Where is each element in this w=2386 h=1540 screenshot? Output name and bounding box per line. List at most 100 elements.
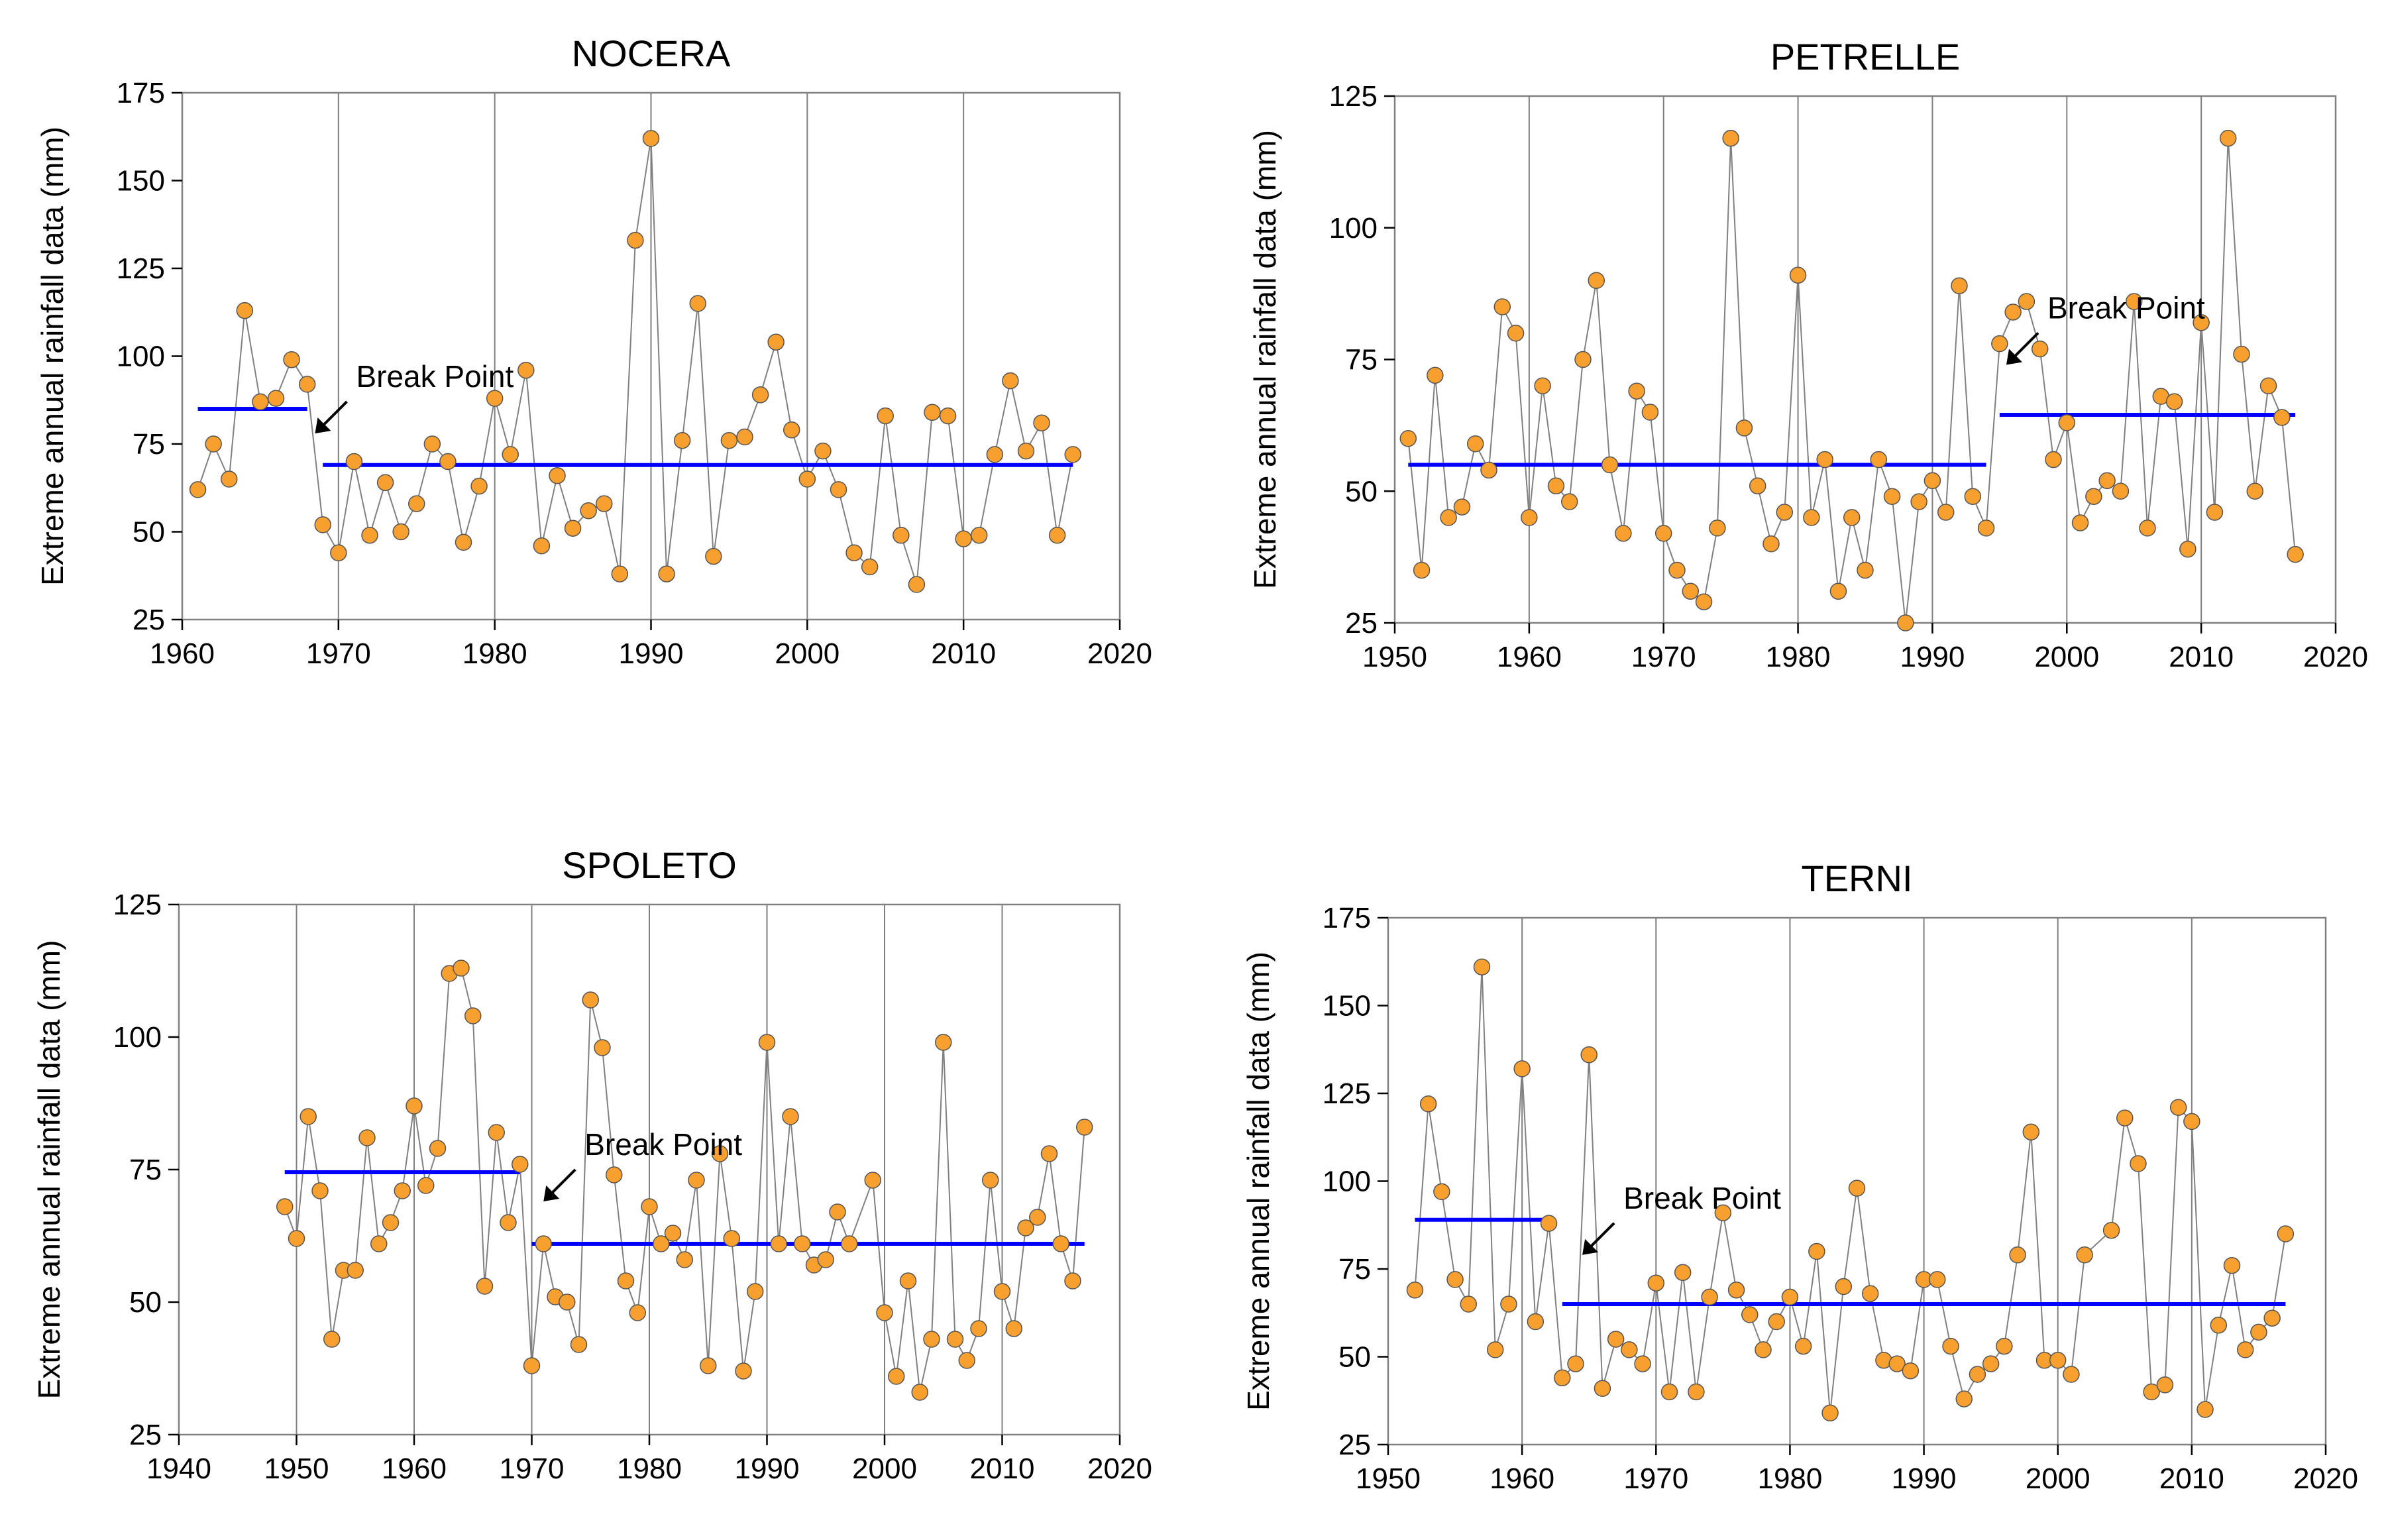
- data-point: [2045, 451, 2062, 468]
- x-tick-label: 2000: [2026, 1462, 2090, 1495]
- data-point: [888, 1368, 905, 1385]
- data-point: [299, 1108, 317, 1125]
- chart-title: PETRELLE: [1770, 36, 1960, 78]
- data-point: [2063, 1366, 2080, 1383]
- data-point: [1453, 498, 1471, 516]
- data-point: [711, 1145, 729, 1162]
- data-point: [1749, 477, 1766, 495]
- data-point: [1040, 1145, 1058, 1162]
- data-point: [276, 1198, 294, 1215]
- data-point: [423, 435, 441, 453]
- data-point: [2004, 303, 2022, 321]
- data-point: [1554, 1369, 1571, 1387]
- data-point: [1634, 1355, 1651, 1372]
- data-point: [2183, 1113, 2200, 1130]
- data-point: [2246, 482, 2264, 500]
- data-point: [2263, 1309, 2281, 1327]
- y-tick-label: 75: [129, 1154, 162, 1186]
- data-point: [1594, 1380, 1611, 1397]
- data-point: [2259, 377, 2277, 394]
- data-point: [955, 530, 972, 547]
- x-tick-label: 1960: [382, 1453, 447, 1485]
- data-point: [2233, 345, 2250, 363]
- data-point: [1883, 488, 1901, 505]
- data-point: [455, 533, 472, 551]
- data-point: [1816, 451, 1833, 468]
- data-point: [298, 376, 316, 393]
- data-point: [570, 1336, 588, 1353]
- data-point: [1048, 527, 1066, 544]
- data-point: [641, 1198, 658, 1215]
- data-point: [1460, 1295, 1478, 1313]
- y-tick-label: 75: [1338, 1253, 1371, 1286]
- data-point: [1580, 1046, 1598, 1064]
- data-point: [876, 1304, 893, 1321]
- data-point: [1829, 582, 1847, 600]
- data-point: [1991, 335, 2008, 353]
- data-point: [893, 527, 910, 544]
- x-tick-label: 1970: [1631, 641, 1696, 673]
- x-tick-label: 1990: [1900, 641, 1965, 673]
- break-point-arrowhead: [2006, 349, 2022, 365]
- break-point-arrow: [1586, 1222, 1615, 1251]
- y-axis-label: Extreme annual rainfall data (mm): [1248, 130, 1282, 589]
- data-point: [1996, 1337, 2013, 1355]
- data-point: [1064, 1272, 1081, 1290]
- data-point: [1064, 446, 1081, 463]
- data-point: [1029, 1209, 1046, 1226]
- data-point: [1762, 535, 1780, 553]
- data-point: [747, 1283, 764, 1300]
- x-tick-label: 1990: [735, 1453, 800, 1485]
- data-point: [580, 502, 597, 520]
- y-tick-label: 125: [117, 252, 165, 285]
- data-point: [1781, 1288, 1799, 1306]
- data-point: [1835, 1278, 1853, 1295]
- y-tick-label: 175: [1323, 902, 1371, 934]
- chart-terni: 25 50 75 100 125 150 175 1950 1960 1970 1980 1990 20…: [1241, 857, 2358, 1495]
- data-point: [1695, 593, 1713, 610]
- plot-frame: [1393, 95, 2337, 624]
- y-tick-label: 100: [117, 341, 165, 373]
- data-point: [517, 361, 535, 379]
- y-tick-label: 125: [1323, 1077, 1371, 1110]
- break-point-arrow: [2010, 332, 2039, 360]
- data-point: [2116, 1109, 2134, 1127]
- data-point: [971, 527, 988, 544]
- x-tick-label: 1960: [150, 637, 215, 670]
- data-point: [596, 495, 613, 512]
- data-point: [382, 1214, 400, 1231]
- x-tick-label: 1980: [1757, 1462, 1822, 1495]
- data-point: [970, 1320, 987, 1337]
- data-point: [2206, 504, 2224, 521]
- data-point: [2071, 514, 2089, 531]
- data-point: [1803, 509, 1820, 526]
- x-tick-label: 2010: [931, 637, 996, 670]
- data-point: [1910, 493, 1927, 510]
- data-point: [1714, 1204, 1732, 1221]
- data-point: [1682, 582, 1700, 600]
- data-point: [688, 1172, 705, 1189]
- data-point: [2049, 1352, 2067, 1369]
- data-point: [723, 1230, 740, 1247]
- break-point-label: Break Point: [584, 1127, 742, 1162]
- data-point: [2125, 293, 2143, 310]
- data-point: [2058, 414, 2076, 431]
- data-point: [323, 1331, 341, 1348]
- data-point: [408, 495, 425, 512]
- data-point: [1808, 1242, 1825, 1260]
- data-point: [1857, 561, 1874, 579]
- data-point: [594, 1039, 611, 1056]
- data-point: [1709, 520, 1726, 537]
- data-point: [1660, 1383, 1678, 1401]
- data-point: [1897, 614, 1914, 632]
- data-point: [1574, 351, 1592, 368]
- data-point: [189, 481, 207, 498]
- data-point: [439, 453, 457, 470]
- series-line: [284, 967, 1085, 1393]
- data-point: [1440, 509, 1457, 526]
- data-point: [1982, 1355, 2000, 1372]
- data-point: [1977, 520, 1995, 537]
- data-point: [1969, 1366, 1986, 1383]
- x-tick-label: 2000: [2034, 641, 2099, 673]
- data-point: [1924, 472, 1941, 490]
